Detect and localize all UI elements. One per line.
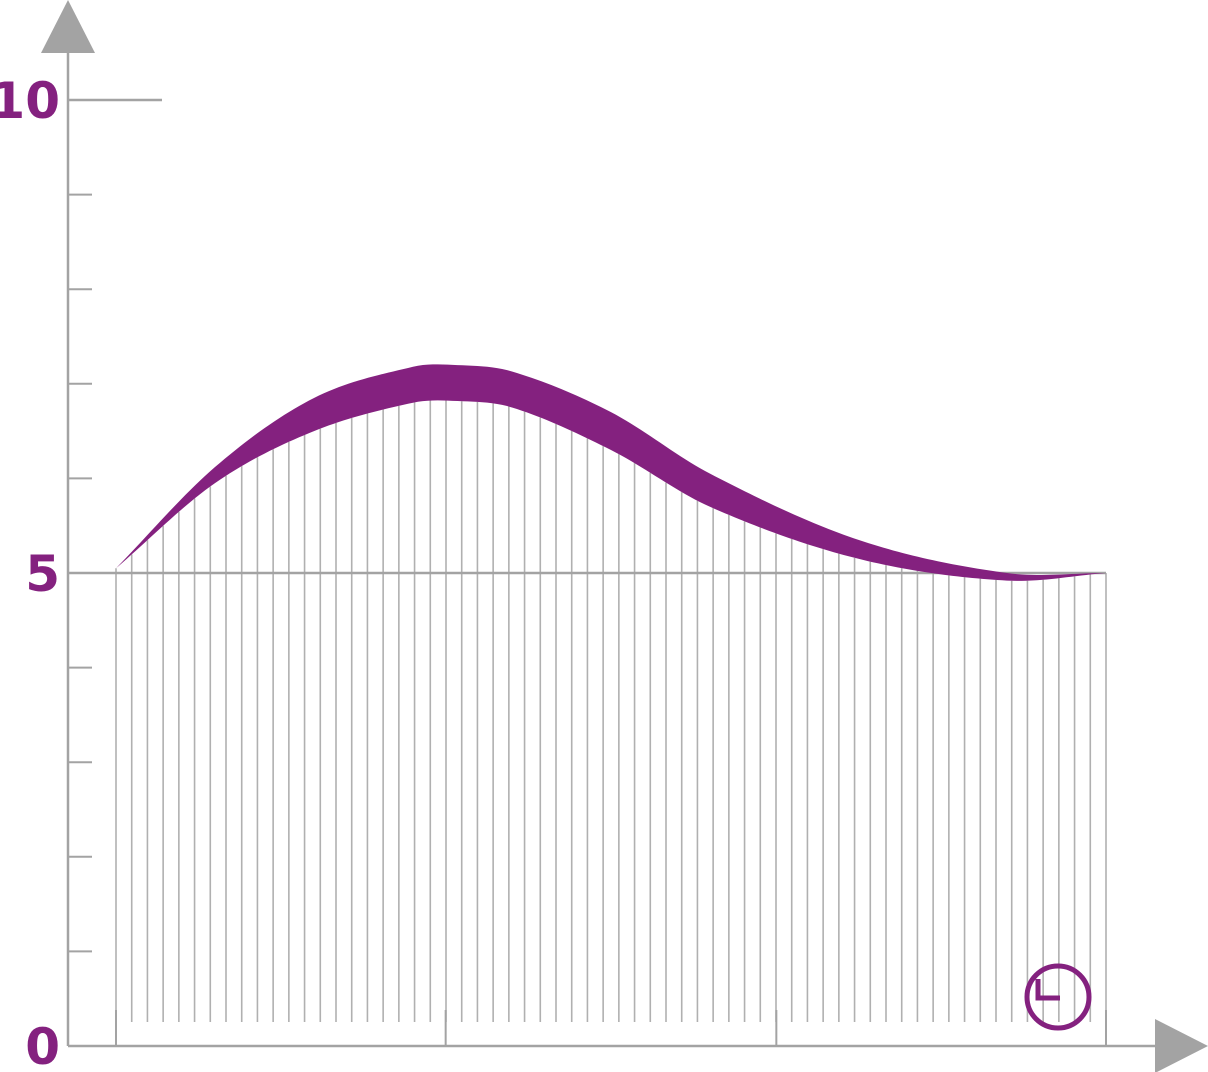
y-minor-ticks	[68, 193, 92, 953]
y-axis-arrow-icon	[41, 0, 95, 53]
vertical-hatch-lines	[115, 400, 1107, 1022]
y-tick-label-0: 0	[25, 1018, 60, 1072]
y-tick-label-10: 10	[0, 72, 60, 130]
x-axis-arrow-icon	[1155, 1019, 1208, 1072]
data-band	[116, 364, 1106, 581]
x-major-ticks	[115, 1010, 1107, 1046]
clock-icon	[1024, 963, 1092, 1031]
y-tick-label-5: 5	[25, 545, 60, 603]
